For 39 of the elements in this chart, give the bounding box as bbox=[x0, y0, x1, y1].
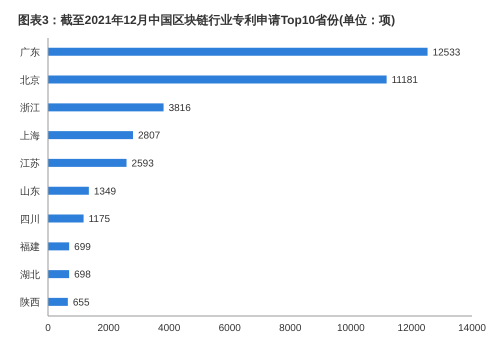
data-label: 2807 bbox=[138, 130, 161, 142]
x-tick-label: 6000 bbox=[218, 323, 242, 334]
bar bbox=[48, 298, 68, 306]
bar bbox=[48, 103, 164, 112]
bar bbox=[48, 131, 134, 140]
data-label: 699 bbox=[74, 242, 92, 253]
data-label: 12533 bbox=[432, 47, 461, 58]
y-tick-label: 福建 bbox=[20, 241, 40, 254]
y-tick-label: 上海 bbox=[20, 130, 40, 142]
y-tick-label: 山东 bbox=[20, 185, 40, 198]
y-tick-label: 湖北 bbox=[20, 268, 40, 281]
y-tick-label: 广东 bbox=[20, 46, 40, 58]
x-tick-label: 0 bbox=[45, 323, 52, 334]
data-label: 3816 bbox=[168, 102, 192, 114]
data-label: 655 bbox=[72, 297, 90, 308]
y-tick-label: 北京 bbox=[20, 74, 40, 86]
data-label: 698 bbox=[74, 270, 92, 281]
bar bbox=[48, 242, 70, 250]
bar bbox=[48, 76, 387, 84]
chart-title: 图表3：截至2021年12月中国区块链行业专利申请Top10省份(单位：项) bbox=[17, 12, 396, 29]
bar bbox=[48, 270, 70, 278]
y-tick-label: 四川 bbox=[20, 213, 40, 226]
data-label: 11181 bbox=[392, 75, 418, 86]
data-label: 1349 bbox=[94, 186, 117, 198]
x-tick-label: 10000 bbox=[336, 323, 366, 334]
bar bbox=[48, 214, 84, 223]
x-tick-label: 12000 bbox=[398, 323, 426, 334]
x-tick-label: 14000 bbox=[458, 323, 486, 334]
bar bbox=[48, 48, 428, 56]
x-tick-label: 4000 bbox=[158, 323, 181, 334]
x-tick-label: 2000 bbox=[97, 323, 120, 334]
y-tick-label: 陕西 bbox=[20, 296, 40, 309]
bar bbox=[48, 158, 127, 167]
x-tick-label: 8000 bbox=[279, 323, 302, 334]
y-tick-label: 浙江 bbox=[20, 102, 40, 114]
y-tick-label: 江苏 bbox=[20, 158, 40, 170]
bar bbox=[48, 186, 89, 195]
data-label: 2593 bbox=[132, 158, 154, 170]
data-label: 1175 bbox=[88, 214, 111, 226]
